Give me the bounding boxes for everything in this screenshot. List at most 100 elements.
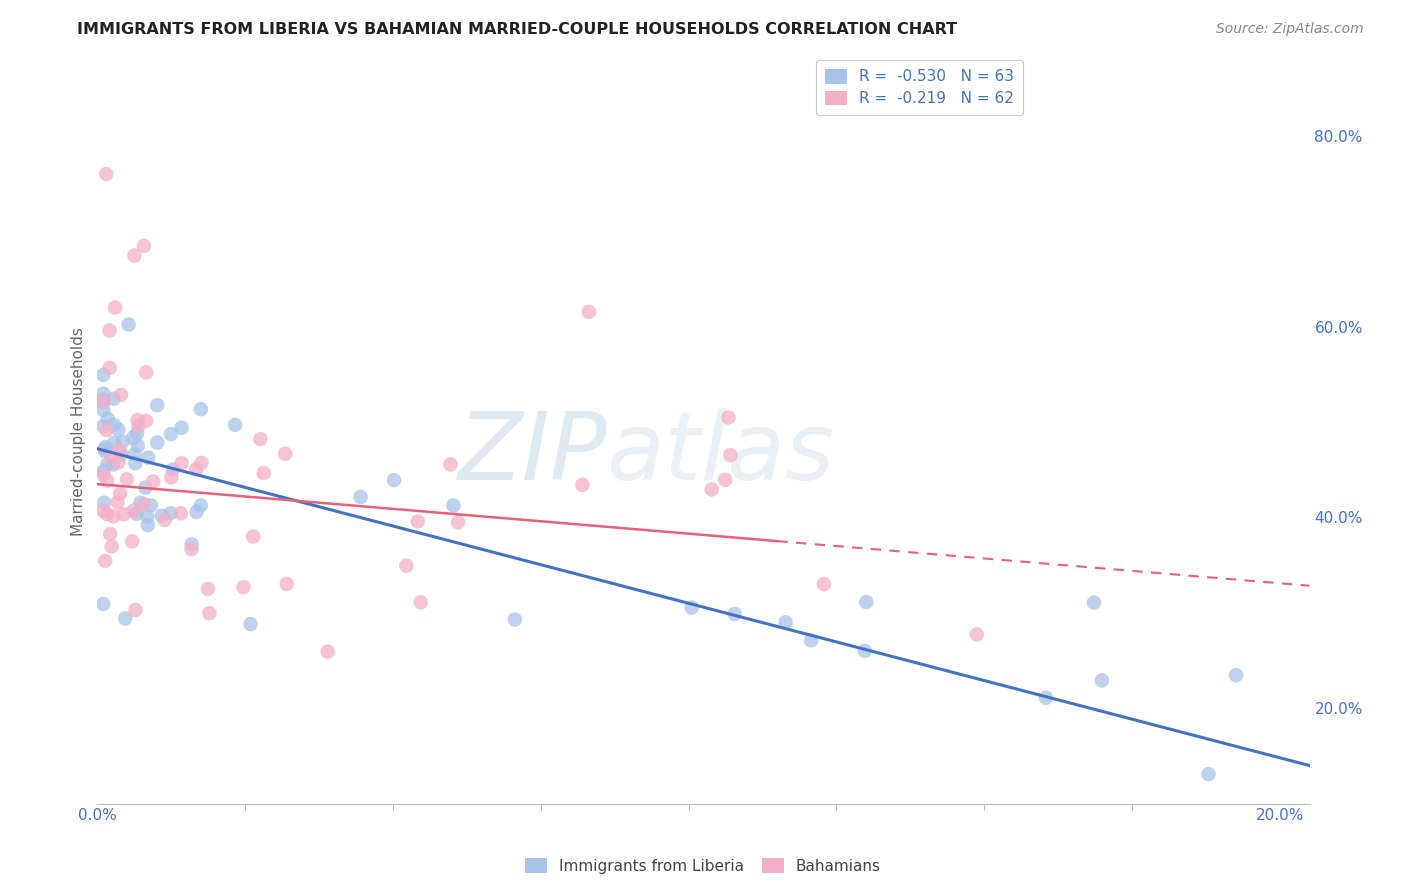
Point — [93, 442, 115, 456]
Point — [103, 392, 125, 406]
Point — [681, 600, 703, 615]
Point — [274, 447, 297, 461]
Point — [124, 456, 146, 470]
Point — [190, 499, 212, 513]
Point — [91, 394, 114, 409]
Text: IMMIGRANTS FROM LIBERIA VS BAHAMIAN MARRIED-COUPLE HOUSEHOLDS CORRELATION CHART: IMMIGRANTS FROM LIBERIA VS BAHAMIAN MARR… — [77, 22, 957, 37]
Point — [122, 503, 145, 517]
Point — [162, 462, 184, 476]
Point — [134, 481, 156, 495]
Point — [91, 386, 114, 401]
Point — [96, 423, 118, 437]
Point — [439, 458, 461, 472]
Point — [108, 443, 131, 458]
Point — [153, 513, 176, 527]
Point — [571, 478, 593, 492]
Point — [97, 412, 120, 426]
Point — [98, 360, 121, 375]
Point — [91, 465, 114, 479]
Point — [101, 458, 124, 472]
Point — [406, 515, 429, 529]
Point — [186, 505, 208, 519]
Point — [104, 301, 127, 315]
Point — [232, 580, 254, 594]
Point — [122, 431, 145, 445]
Point — [124, 447, 146, 461]
Point — [105, 495, 128, 509]
Point — [180, 537, 202, 551]
Point — [409, 595, 432, 609]
Point — [129, 496, 152, 510]
Point — [91, 504, 114, 518]
Point — [91, 392, 114, 407]
Point — [93, 496, 115, 510]
Point — [96, 507, 118, 521]
Point — [395, 558, 418, 573]
Point — [117, 318, 139, 332]
Point — [107, 455, 129, 469]
Point — [103, 436, 125, 450]
Point — [853, 644, 876, 658]
Point — [91, 368, 114, 382]
Point — [132, 239, 155, 253]
Point — [966, 627, 988, 641]
Point — [96, 474, 118, 488]
Point — [139, 499, 162, 513]
Point — [94, 554, 117, 568]
Point — [382, 473, 405, 487]
Point — [186, 462, 208, 476]
Point — [503, 613, 526, 627]
Point — [98, 527, 121, 541]
Point — [717, 410, 740, 425]
Point — [249, 432, 271, 446]
Point — [718, 448, 741, 462]
Point — [276, 577, 298, 591]
Point — [142, 475, 165, 489]
Point — [190, 402, 212, 417]
Point — [316, 644, 339, 658]
Point — [239, 617, 262, 632]
Point — [98, 324, 121, 338]
Point — [723, 607, 745, 621]
Point — [135, 414, 157, 428]
Text: ZIP: ZIP — [457, 409, 606, 500]
Point — [1198, 767, 1220, 781]
Point — [146, 435, 169, 450]
Point — [150, 508, 173, 523]
Point — [94, 444, 117, 458]
Point — [170, 421, 193, 435]
Point — [135, 366, 157, 380]
Point — [91, 394, 114, 409]
Point — [447, 516, 470, 530]
Point — [91, 467, 114, 482]
Point — [1035, 690, 1057, 705]
Point — [775, 615, 797, 630]
Point — [224, 417, 246, 432]
Legend: Immigrants from Liberia, Bahamians: Immigrants from Liberia, Bahamians — [519, 852, 887, 880]
Point — [253, 466, 276, 480]
Point — [134, 497, 156, 511]
Point — [242, 529, 264, 543]
Point — [100, 450, 122, 464]
Point — [125, 426, 148, 441]
Point — [855, 595, 877, 609]
Point — [100, 540, 122, 554]
Point — [198, 606, 221, 620]
Point — [190, 456, 212, 470]
Point — [127, 419, 149, 434]
Point — [127, 439, 149, 453]
Point — [111, 434, 134, 449]
Point — [94, 440, 117, 454]
Point — [136, 509, 159, 524]
Point — [121, 534, 143, 549]
Point — [125, 507, 148, 521]
Point — [349, 490, 371, 504]
Point — [91, 402, 114, 417]
Point — [124, 603, 146, 617]
Point — [107, 423, 129, 437]
Point — [714, 473, 737, 487]
Point — [800, 633, 823, 648]
Point — [441, 499, 464, 513]
Point — [110, 388, 132, 402]
Point — [1225, 668, 1247, 682]
